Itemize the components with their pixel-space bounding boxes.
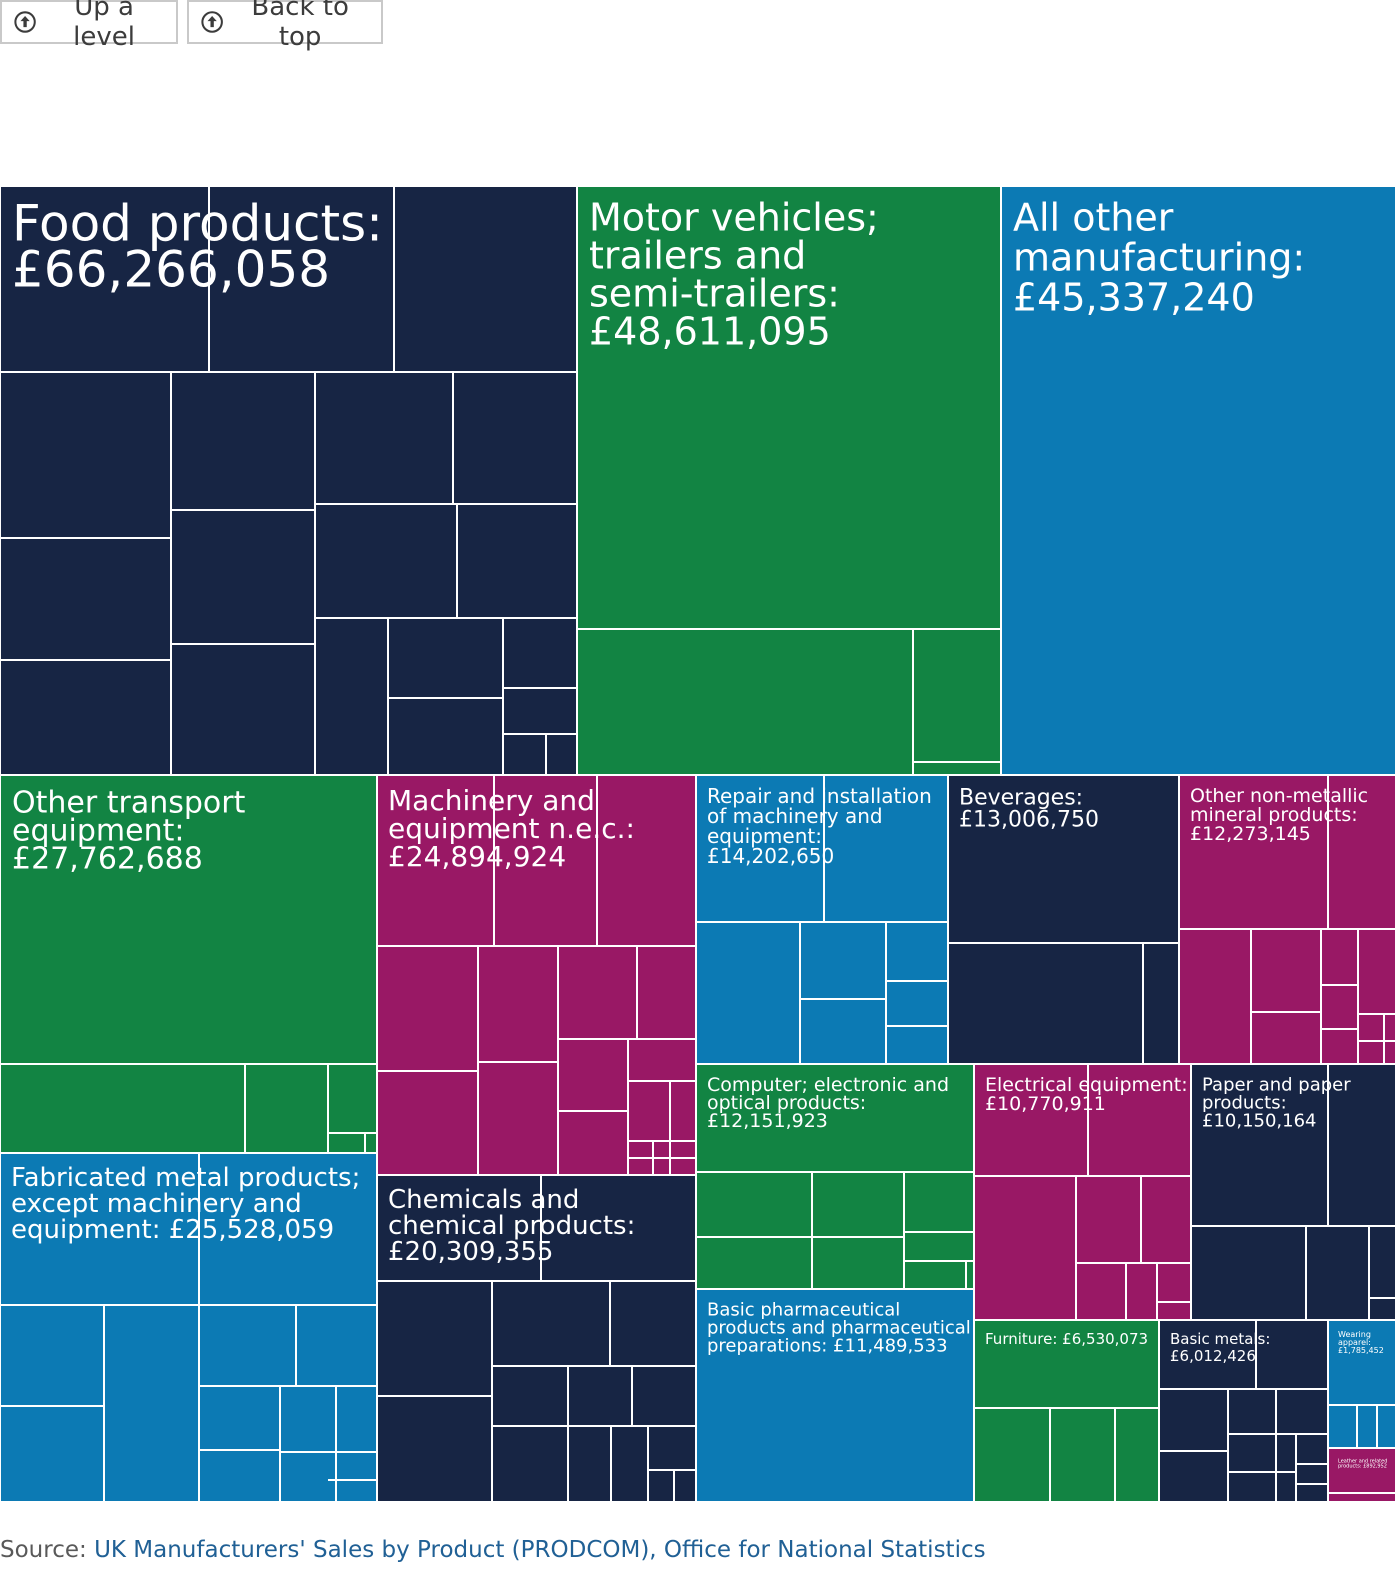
treemap-cell[interactable] (376, 1174, 697, 1502)
back-to-top-button[interactable]: Back to top (187, 0, 383, 52)
treemap-label-layer: Food products: £66,266,058 Motor vehicles;… (11, 195, 1387, 1470)
treemap-label: Basic pharmaceutical products and pharmac… (707, 1299, 971, 1356)
treemap-label: Computer; electronic and optical products… (707, 1074, 949, 1132)
treemap-label: Leather and related products: £892,952 (1338, 1458, 1387, 1469)
source-line: Source: UK Manufacturers' Sales by Produ… (0, 1537, 986, 1563)
treemap-cell[interactable] (1178, 774, 1396, 1065)
treemap-label: Chemicals and chemical products: £20,309,3… (388, 1185, 635, 1267)
treemap-label: Motor vehicles; trailers and semi-trailers… (589, 195, 879, 353)
treemap-label: Electrical equipment: £10,770,911 (985, 1074, 1188, 1115)
treemap-label: Beverages: £13,006,750 (959, 786, 1099, 833)
treemap-label: Fabricated metal products; except machine… (11, 1163, 360, 1245)
arrow-up-circle-icon (14, 11, 36, 33)
treemap-cell[interactable] (1327, 1319, 1396, 1449)
up-a-level-label: Up a level (73, 0, 135, 52)
treemap-label: Wearing apparel: £1,785,452 (1338, 1330, 1384, 1355)
treemap-cell[interactable] (1190, 1063, 1396, 1321)
treemap-cell[interactable] (376, 774, 697, 1176)
treemap-cell[interactable] (1000, 186, 1396, 776)
up-a-level-button[interactable]: Up a level (0, 0, 178, 52)
source-link[interactable]: UK Manufacturers' Sales by Product (PROD… (94, 1537, 986, 1563)
treemap-label: All other manufacturing: £45,337,240 (1013, 195, 1305, 319)
treemap-label: Basic metals: £6,012,426 (1170, 1330, 1270, 1365)
arrow-up-circle-icon (201, 11, 223, 33)
treemap-label: Repair and installation of machinery and e… (707, 784, 932, 868)
treemap-cell[interactable] (0, 186, 578, 776)
treemap-cell[interactable] (947, 774, 1180, 1065)
treemap-cell[interactable] (695, 1063, 975, 1290)
treemap-chart: Food products: £66,266,058 Motor vehicles;… (0, 186, 1396, 1502)
treemap-cell[interactable] (973, 1319, 1160, 1502)
treemap-label: Other transport equipment: £27,762,688 (12, 786, 246, 877)
treemap-label: Furniture: £6,530,073 (985, 1330, 1148, 1348)
treemap-label: Other non-metallic mineral products: £12,2… (1190, 785, 1368, 845)
treemap-cell[interactable] (0, 1152, 378, 1502)
treemap-cell[interactable] (576, 186, 1002, 776)
treemap-cell[interactable] (695, 774, 949, 1065)
treemap-cell[interactable] (695, 1288, 975, 1502)
source-prefix: Source: (0, 1537, 95, 1563)
treemap-label: Machinery and equipment n.e.c.: £24,894,92… (388, 784, 635, 873)
treemap-leaf-layer (0, 186, 1396, 1502)
back-to-top-label: Back to top (251, 0, 349, 52)
treemap-label: Food products: £66,266,058 (12, 195, 383, 299)
treemap-label: Paper and paper products: £10,150,164 (1202, 1074, 1351, 1131)
